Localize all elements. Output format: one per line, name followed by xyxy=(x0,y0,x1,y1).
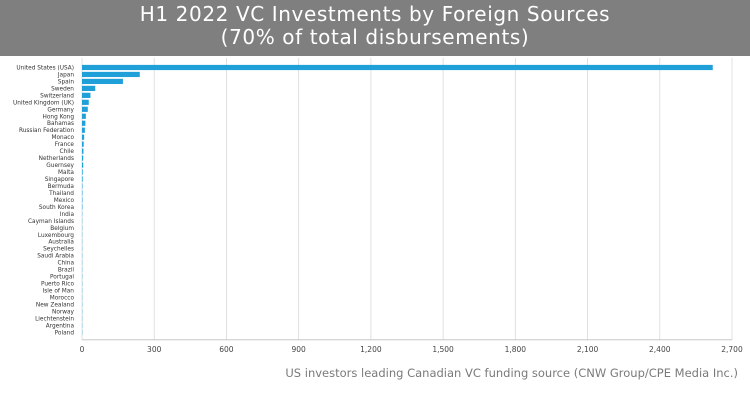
y-category-label: United Kingdom (UK) xyxy=(13,100,74,106)
x-tick-label: 0 xyxy=(80,345,85,354)
bar xyxy=(82,85,96,91)
y-category-label: France xyxy=(55,142,75,148)
y-category-label: Singapore xyxy=(45,177,75,183)
y-category-label: Japan xyxy=(57,72,74,78)
y-category-label: Liechtenstein xyxy=(35,316,74,322)
bar xyxy=(82,64,713,71)
y-category-label: Cayman Islands xyxy=(28,219,74,225)
y-category-label: Saudi Arabia xyxy=(37,254,74,260)
bar xyxy=(82,92,91,98)
x-tick-label: 300 xyxy=(147,345,162,354)
chart-title: H1 2022 VC Investments by Foreign Source… xyxy=(139,2,611,26)
bar xyxy=(82,71,140,78)
y-category-label: Brazil xyxy=(58,268,75,274)
y-category-label: Switzerland xyxy=(40,93,74,99)
y-category-label: China xyxy=(57,261,74,267)
bar xyxy=(82,155,84,161)
y-category-label: Germany xyxy=(47,107,74,113)
source-caption: US investors leading Canadian VC funding… xyxy=(285,366,738,380)
bar xyxy=(82,78,123,85)
bar xyxy=(82,176,83,182)
y-category-label: India xyxy=(60,212,75,218)
x-tick-label: 2,100 xyxy=(577,345,599,354)
y-category-label: Guernsey xyxy=(46,163,74,169)
bar xyxy=(82,134,85,140)
chart-title-banner: H1 2022 VC Investments by Foreign Source… xyxy=(0,0,750,56)
y-category-label: Mexico xyxy=(54,198,75,204)
bar xyxy=(82,141,84,147)
y-category-label: Monaco xyxy=(51,135,74,141)
x-tick-label: 1,500 xyxy=(432,345,454,354)
y-category-label: Russian Federation xyxy=(19,128,74,134)
y-category-label: Sweden xyxy=(51,86,74,92)
y-category-label: South Korea xyxy=(39,205,75,211)
bar xyxy=(82,113,86,119)
y-category-label: Morocco xyxy=(50,295,75,301)
bar xyxy=(82,120,86,126)
y-category-label: Isle of Man xyxy=(43,289,75,295)
y-category-label: United States (USA) xyxy=(16,65,74,71)
y-category-label: Seychelles xyxy=(43,247,74,253)
chart-subtitle: (70% of total disbursements) xyxy=(220,25,530,49)
y-category-label: Thailand xyxy=(48,191,74,197)
y-category-label: Luxembourg xyxy=(38,233,74,239)
y-category-label: Argentina xyxy=(46,323,75,329)
bar xyxy=(82,169,83,175)
y-category-label: Chile xyxy=(59,149,74,155)
x-tick-label: 600 xyxy=(219,345,234,354)
y-category-label: Hong Kong xyxy=(42,114,74,120)
y-category-label: Netherlands xyxy=(39,156,74,162)
y-category-label: Bermuda xyxy=(48,184,75,190)
y-category-label: Poland xyxy=(55,330,75,336)
bar-chart: 0 300 600 900 1,200 1,500 1,800 2,100 2,400 2,700… xyxy=(13,58,743,354)
y-category-label: Australia xyxy=(48,240,74,246)
bar xyxy=(82,162,84,168)
y-category-label: Norway xyxy=(52,309,75,315)
x-tick-label: 2,700 xyxy=(721,345,743,354)
y-category-label: Bahamas xyxy=(47,121,74,127)
x-tick-label: 1,800 xyxy=(505,345,527,354)
y-category-label: Puerto Rico xyxy=(41,282,75,288)
y-category-label: Malta xyxy=(58,170,74,176)
y-category-label: Spain xyxy=(58,79,75,85)
x-tick-label: 900 xyxy=(292,345,307,354)
y-category-label: Portugal xyxy=(50,275,74,281)
y-category-label: New Zealand xyxy=(36,302,74,308)
x-tick-label: 1,200 xyxy=(360,345,382,354)
bar xyxy=(82,148,84,154)
bar xyxy=(82,99,89,105)
x-tick-label: 2,400 xyxy=(649,345,671,354)
bar xyxy=(82,106,88,112)
y-category-label: Belgium xyxy=(50,226,74,232)
bar xyxy=(82,127,85,133)
